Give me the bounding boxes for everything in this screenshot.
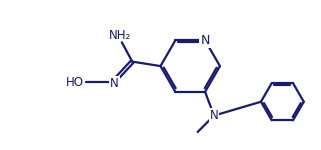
Text: HO: HO	[66, 76, 84, 89]
Text: N: N	[210, 109, 218, 122]
Text: N: N	[110, 77, 119, 90]
Text: N: N	[200, 34, 210, 47]
Text: NH₂: NH₂	[109, 29, 132, 42]
